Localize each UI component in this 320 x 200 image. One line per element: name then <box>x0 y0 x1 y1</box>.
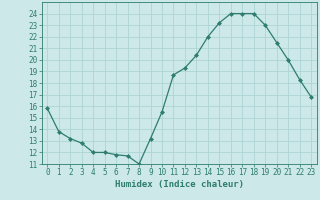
X-axis label: Humidex (Indice chaleur): Humidex (Indice chaleur) <box>115 180 244 189</box>
